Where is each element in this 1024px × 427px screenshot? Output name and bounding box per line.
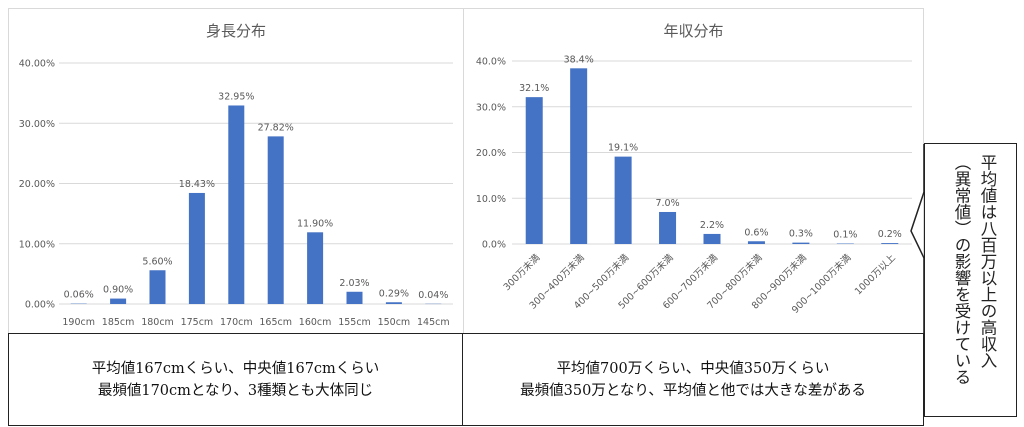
data-label: 2.2%	[700, 220, 724, 231]
bar	[385, 302, 402, 304]
data-label: 32.1%	[519, 83, 549, 94]
y-tick-label: 40.0%	[476, 57, 506, 68]
bar	[747, 241, 765, 244]
x-tick-label: 155cm	[338, 317, 371, 328]
data-label: 0.90%	[103, 285, 133, 296]
data-label: 18.43%	[179, 179, 215, 190]
bar	[703, 233, 721, 244]
income-summary-note: 平均値700万くらい、中央値350万くらい 最頻値350万となり、平均値と他では…	[462, 333, 924, 426]
x-tick-label: 180cm	[141, 317, 174, 328]
data-label: 0.3%	[789, 229, 813, 240]
x-tick-label: 300万未満	[501, 251, 543, 293]
bar	[881, 243, 899, 244]
height-summary-note: 平均値167cmくらい、中央値167cmくらい 最頻値170cmとなり、3種類と…	[8, 333, 463, 426]
callout-line2: （異常値）の影響を受けている	[952, 154, 971, 385]
bar	[346, 291, 363, 304]
x-tick-label: 150cm	[378, 317, 411, 328]
x-tick-label: 1000万以上	[853, 252, 898, 297]
bar	[525, 97, 543, 244]
income-chart: 年収分布 0.0% 10.0% 20.0% 30.0% 40.0% 32.1% 300万未満 3…	[476, 22, 912, 316]
y-tick-label: 0.00%	[25, 300, 55, 311]
bar	[614, 156, 632, 244]
bar	[570, 68, 588, 244]
bar	[188, 192, 205, 304]
y-tick-label: 20.00%	[19, 179, 55, 190]
y-tick-label: 10.0%	[476, 194, 506, 205]
y-tick-label: 30.00%	[19, 119, 55, 130]
data-label: 27.82%	[258, 122, 294, 133]
income-note-line2: 最頻値350万となり、平均値と他では大きな差がある	[520, 382, 866, 399]
data-label: 0.04%	[418, 290, 448, 301]
income-chart-panel: 年収分布 0.0% 10.0% 20.0% 30.0% 40.0% 32.1% 300万未満 3…	[463, 8, 924, 335]
bar	[149, 270, 166, 304]
bar	[792, 242, 810, 244]
y-tick-label: 40.00%	[19, 59, 55, 70]
x-tick-label: 185cm	[102, 317, 135, 328]
data-label: 38.4%	[564, 54, 594, 65]
y-tick-label: 0.0%	[482, 240, 506, 251]
height-chart-panel: 身長分布 0.00% 10.00% 20.00% 30.00% 40.00% 0.06% 19…	[8, 8, 464, 335]
bar	[659, 211, 677, 244]
data-label: 0.1%	[833, 230, 857, 241]
x-tick-label: 170cm	[220, 317, 253, 328]
data-label: 19.1%	[608, 143, 638, 154]
chart-title: 身長分布	[206, 22, 266, 40]
x-tick-label: 175cm	[181, 317, 214, 328]
x-tick-label: 145cm	[417, 317, 450, 328]
data-label: 11.90%	[297, 218, 333, 229]
y-tick-label: 10.00%	[19, 239, 55, 250]
data-label: 7.0%	[655, 198, 679, 209]
outlier-callout-box: 平均値は八百万以上の高収入 （異常値）の影響を受けている	[924, 143, 1017, 417]
outlier-callout-text: 平均値は八百万以上の高収入 （異常値）の影響を受けている	[948, 154, 1000, 414]
data-label: 32.95%	[218, 91, 254, 102]
callout-line1: 平均値は八百万以上の高収入	[978, 154, 997, 369]
data-label: 0.06%	[64, 290, 94, 301]
bar	[110, 298, 127, 304]
height-chart: 身長分布 0.00% 10.00% 20.00% 30.00% 40.00% 0.06% 19…	[19, 22, 453, 328]
x-tick-label: 190cm	[62, 317, 95, 328]
x-tick-label: 160cm	[299, 317, 332, 328]
y-tick-label: 20.0%	[476, 148, 506, 159]
x-tick-label: 165cm	[259, 317, 292, 328]
data-label: 0.2%	[878, 229, 902, 240]
y-tick-label: 30.0%	[476, 102, 506, 113]
data-label: 0.6%	[744, 227, 768, 238]
income-note-line1: 平均値700万くらい、中央値350万くらい	[556, 360, 830, 377]
chart-title: 年収分布	[663, 22, 723, 40]
bar	[307, 232, 324, 304]
height-note-line1: 平均値167cmくらい、中央値167cmくらい	[91, 360, 380, 377]
data-label: 2.03%	[339, 278, 369, 289]
bar	[228, 105, 245, 304]
data-label: 5.60%	[142, 256, 172, 267]
data-label: 0.29%	[379, 288, 409, 299]
height-note-line2: 最頻値170cmとなり、3種類とも大体同じ	[97, 382, 374, 399]
bar	[267, 136, 284, 304]
